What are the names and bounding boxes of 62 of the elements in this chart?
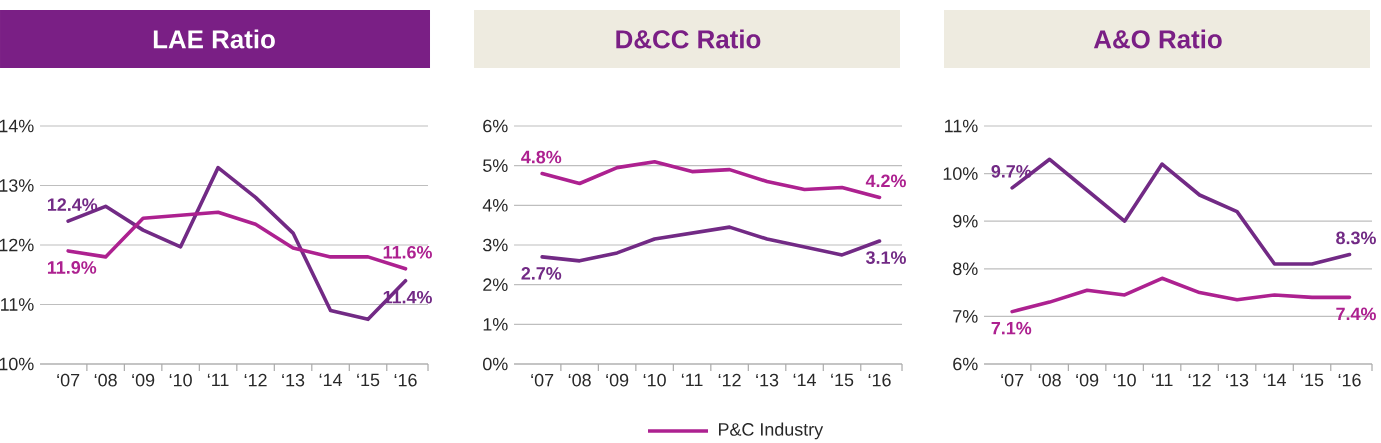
y-tick-label: 10% xyxy=(0,357,34,371)
data-label: 3.1% xyxy=(865,251,906,264)
x-tick-label: ‘14 xyxy=(1263,373,1286,387)
x-tick-label: ‘14 xyxy=(793,373,816,387)
x-tick-label: ‘11 xyxy=(681,373,703,387)
x-tick-label: ‘13 xyxy=(756,373,779,387)
y-tick-label: 10% xyxy=(943,167,978,180)
data-label: 2.7% xyxy=(521,267,562,280)
x-tick-label: ‘09 xyxy=(1076,373,1099,387)
x-tick-label: ‘11 xyxy=(1151,373,1173,387)
x-tick-label: ‘15 xyxy=(831,373,854,387)
data-label: 7.4% xyxy=(1336,307,1376,321)
data-label: 11.9% xyxy=(47,261,97,274)
x-tick-label: ‘08 xyxy=(568,373,591,387)
x-tick-label: ‘16 xyxy=(868,373,891,387)
y-tick-label: 7% xyxy=(953,310,978,323)
x-tick-label: ‘08 xyxy=(94,373,117,387)
x-tick-label: ‘10 xyxy=(643,373,666,387)
y-tick-label: 4% xyxy=(482,199,508,212)
x-tick-label: ‘14 xyxy=(319,373,342,387)
y-tick-label: 11% xyxy=(1,298,34,311)
y-tick-label: 2% xyxy=(483,278,508,291)
y-tick-label: 14% xyxy=(0,119,34,133)
chart-title: D&CC Ratio xyxy=(616,29,761,49)
y-tick-label: 5% xyxy=(483,159,508,172)
x-tick-label: ‘07 xyxy=(57,373,80,387)
y-tick-label: 6% xyxy=(483,119,508,133)
x-tick-label: ‘15 xyxy=(1301,373,1324,387)
x-tick-label: ‘12 xyxy=(1188,373,1211,387)
x-tick-label: ‘13 xyxy=(1226,373,1249,387)
chart-title: LAE Ratio xyxy=(153,29,275,49)
y-tick-label: 13% xyxy=(0,179,34,192)
data-label: 8.3% xyxy=(1336,231,1376,245)
data-label: 12.4% xyxy=(47,198,98,211)
x-tick-label: ‘12 xyxy=(244,373,267,387)
x-tick-label: ‘11 xyxy=(207,373,229,387)
y-tick-label: 12% xyxy=(0,238,34,252)
y-tick-label: 1% xyxy=(483,318,508,331)
x-tick-label: ‘16 xyxy=(1338,373,1361,387)
x-tick-label: ‘10 xyxy=(1113,373,1136,387)
y-tick-label: 0% xyxy=(483,357,508,371)
legend-label: P&C Industry xyxy=(719,422,824,440)
x-tick-label: ‘10 xyxy=(169,373,192,387)
y-tick-label: 6% xyxy=(953,357,978,371)
data-label: 11.6% xyxy=(383,245,432,259)
y-tick-label: 9% xyxy=(953,214,978,228)
x-tick-label: ‘07 xyxy=(531,373,554,387)
chart-title: A&O Ratio xyxy=(1093,29,1222,49)
data-label: 4.8% xyxy=(521,150,562,164)
x-tick-label: ‘16 xyxy=(394,373,417,387)
y-tick-label: 8% xyxy=(953,262,978,276)
y-tick-label: 11% xyxy=(945,119,978,133)
y-tick-label: 3% xyxy=(483,238,508,252)
x-tick-label: ‘09 xyxy=(606,373,629,387)
x-tick-label: ‘08 xyxy=(1038,373,1061,387)
x-tick-label: ‘13 xyxy=(282,373,305,387)
x-tick-label: ‘09 xyxy=(132,373,155,387)
x-tick-label: ‘07 xyxy=(1001,373,1024,387)
x-tick-label: ‘15 xyxy=(357,373,380,387)
x-tick-label: ‘12 xyxy=(718,373,741,387)
data-label: 7.1% xyxy=(991,321,1032,335)
data-label: 4.2% xyxy=(865,174,906,188)
